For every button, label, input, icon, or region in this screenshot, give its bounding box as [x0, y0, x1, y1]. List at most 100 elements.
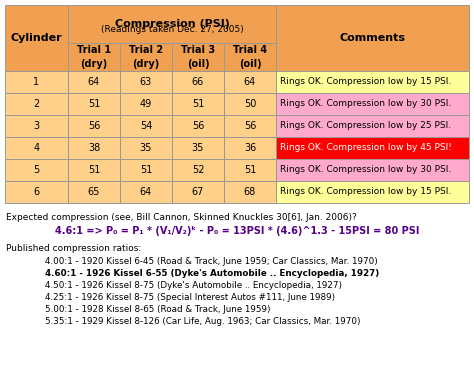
Bar — [68, 71, 120, 93]
Bar — [224, 71, 276, 93]
Bar — [5, 115, 68, 137]
Text: 51: 51 — [88, 99, 100, 109]
Text: 4.60:1 - 1926 Kissel 6-55 (Dyke's Automobile .. Encyclopedia, 1927): 4.60:1 - 1926 Kissel 6-55 (Dyke's Automo… — [45, 269, 379, 278]
Text: 54: 54 — [140, 121, 152, 131]
Text: Published compression ratios:: Published compression ratios: — [6, 244, 141, 253]
Bar — [120, 137, 172, 159]
Text: Rings OK. Compression low by 15 PSI.: Rings OK. Compression low by 15 PSI. — [280, 77, 451, 86]
Bar — [172, 93, 224, 115]
Text: (dry): (dry) — [132, 59, 160, 69]
Text: 3: 3 — [34, 121, 39, 131]
Text: 67: 67 — [192, 187, 204, 197]
Bar — [172, 43, 224, 71]
Bar — [224, 137, 276, 159]
Bar — [224, 93, 276, 115]
Bar — [224, 181, 276, 203]
Text: 4.25:1 - 1926 Kissel 8-75 (Special Interest Autos #111, June 1989): 4.25:1 - 1926 Kissel 8-75 (Special Inter… — [45, 293, 335, 302]
Text: Rings OK. Compression low by 25 PSI.: Rings OK. Compression low by 25 PSI. — [280, 121, 451, 131]
Text: Comments: Comments — [339, 33, 405, 43]
Bar — [5, 159, 68, 181]
Text: Rings OK. Compression low by 30 PSI.: Rings OK. Compression low by 30 PSI. — [280, 166, 451, 175]
Bar — [120, 181, 172, 203]
Text: 51: 51 — [140, 165, 152, 175]
Bar — [276, 71, 469, 93]
Bar — [120, 43, 172, 71]
Text: Rings OK. Compression low by 45 PSI!: Rings OK. Compression low by 45 PSI! — [280, 144, 452, 152]
Bar — [68, 5, 276, 43]
Text: 52: 52 — [192, 165, 204, 175]
Text: 36: 36 — [244, 143, 256, 153]
Text: 5.00:1 - 1928 Kissel 8-65 (Road & Track, June 1959): 5.00:1 - 1928 Kissel 8-65 (Road & Track,… — [45, 305, 271, 314]
Text: 66: 66 — [192, 77, 204, 87]
Bar — [68, 181, 120, 203]
Text: 68: 68 — [244, 187, 256, 197]
Bar — [120, 93, 172, 115]
Text: Trial 2: Trial 2 — [129, 45, 163, 55]
Text: 64: 64 — [88, 77, 100, 87]
Text: (dry): (dry) — [81, 59, 108, 69]
Bar — [68, 43, 120, 71]
Bar — [68, 93, 120, 115]
Text: 51: 51 — [88, 165, 100, 175]
Text: (Readings taken Dec. 27, 2005): (Readings taken Dec. 27, 2005) — [100, 25, 243, 34]
Text: Rings OK. Compression low by 15 PSI.: Rings OK. Compression low by 15 PSI. — [280, 187, 451, 197]
Bar — [5, 137, 68, 159]
Bar — [5, 181, 68, 203]
Bar — [276, 5, 469, 71]
Text: 51: 51 — [244, 165, 256, 175]
Bar — [172, 159, 224, 181]
Text: Trial 1: Trial 1 — [77, 45, 111, 55]
Bar — [224, 43, 276, 71]
Bar — [68, 137, 120, 159]
Text: 35: 35 — [192, 143, 204, 153]
Bar — [276, 159, 469, 181]
Text: (oil): (oil) — [239, 59, 261, 69]
Text: 1: 1 — [34, 77, 39, 87]
Bar — [120, 159, 172, 181]
Text: 38: 38 — [88, 143, 100, 153]
Text: 65: 65 — [88, 187, 100, 197]
Text: 5.35:1 - 1929 Kissel 8-126 (Car Life, Aug. 1963; Car Classics, Mar. 1970): 5.35:1 - 1929 Kissel 8-126 (Car Life, Au… — [45, 317, 361, 326]
Bar — [276, 137, 469, 159]
Text: 56: 56 — [244, 121, 256, 131]
Bar — [68, 159, 120, 181]
Text: 2: 2 — [33, 99, 40, 109]
Text: 6: 6 — [34, 187, 39, 197]
Text: 4: 4 — [34, 143, 39, 153]
Bar — [172, 181, 224, 203]
Bar — [276, 181, 469, 203]
Text: 4.50:1 - 1926 Kissel 8-75 (Dyke's Automobile .. Encyclopedia, 1927): 4.50:1 - 1926 Kissel 8-75 (Dyke's Automo… — [45, 281, 342, 290]
Bar — [172, 137, 224, 159]
Text: 56: 56 — [192, 121, 204, 131]
Text: Trial 4: Trial 4 — [233, 45, 267, 55]
Bar — [120, 71, 172, 93]
Bar — [5, 71, 68, 93]
Text: 63: 63 — [140, 77, 152, 87]
Text: 64: 64 — [140, 187, 152, 197]
Bar — [224, 159, 276, 181]
Text: 56: 56 — [88, 121, 100, 131]
Bar — [172, 71, 224, 93]
Bar — [120, 115, 172, 137]
Text: 35: 35 — [140, 143, 152, 153]
Text: 49: 49 — [140, 99, 152, 109]
Bar — [172, 115, 224, 137]
Text: 4.6:1 => P₀ = P₁ * (V₁/V₂)ᵏ - P₀ = 13PSI * (4.6)^1.3 - 15PSI = 80 PSI: 4.6:1 => P₀ = P₁ * (V₁/V₂)ᵏ - P₀ = 13PSI… — [55, 226, 419, 236]
Text: Cylinder: Cylinder — [11, 33, 62, 43]
Text: 64: 64 — [244, 77, 256, 87]
Bar — [5, 5, 68, 71]
Bar — [276, 115, 469, 137]
Text: 5: 5 — [33, 165, 40, 175]
Text: Compression (PSI): Compression (PSI) — [115, 19, 229, 29]
Text: 50: 50 — [244, 99, 256, 109]
Bar — [5, 93, 68, 115]
Text: Rings OK. Compression low by 30 PSI.: Rings OK. Compression low by 30 PSI. — [280, 100, 451, 108]
Text: (oil): (oil) — [187, 59, 210, 69]
Bar — [276, 93, 469, 115]
Bar — [224, 115, 276, 137]
Text: Expected compression (see, Bill Cannon, Skinned Knuckles 30[6], Jan. 2006)?: Expected compression (see, Bill Cannon, … — [6, 213, 357, 222]
Text: 51: 51 — [192, 99, 204, 109]
Bar — [68, 115, 120, 137]
Text: 4.00:1 - 1920 Kissel 6-45 (Road & Track, June 1959; Car Classics, Mar. 1970): 4.00:1 - 1920 Kissel 6-45 (Road & Track,… — [45, 257, 378, 266]
Text: Trial 3: Trial 3 — [181, 45, 215, 55]
